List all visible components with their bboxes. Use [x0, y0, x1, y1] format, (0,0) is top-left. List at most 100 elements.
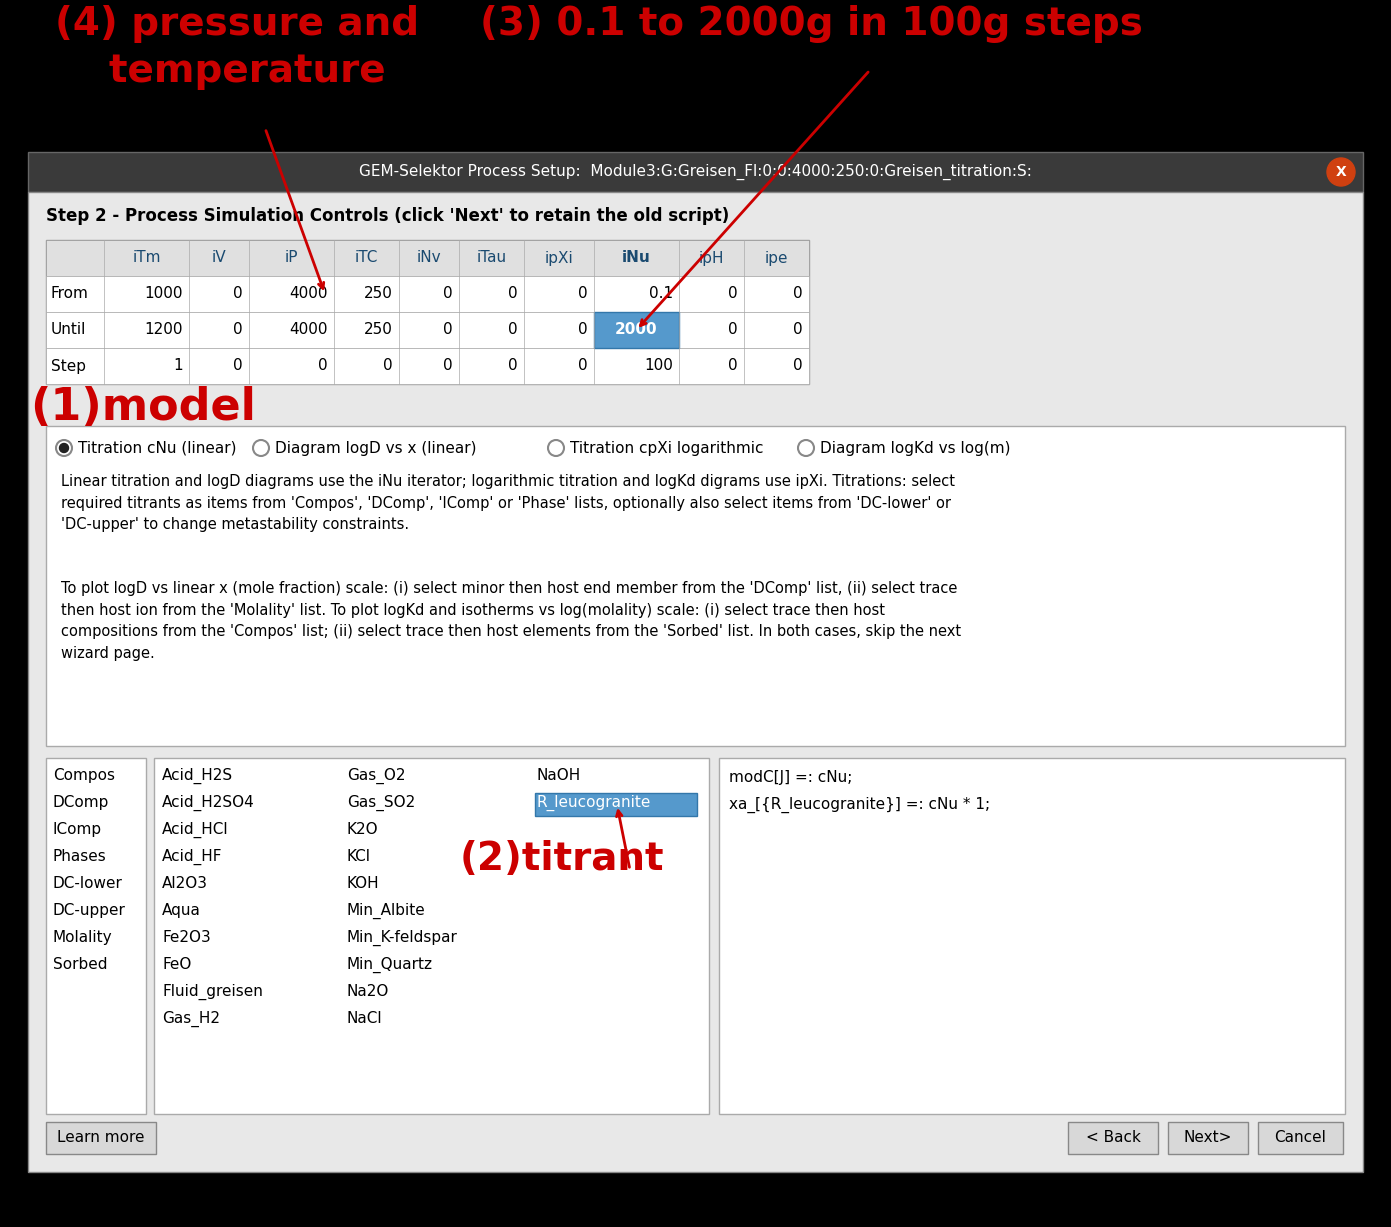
Text: DComp: DComp	[53, 795, 110, 810]
Text: 0: 0	[793, 358, 803, 373]
Text: Next>: Next>	[1184, 1130, 1232, 1146]
Text: 1: 1	[174, 358, 184, 373]
Text: Acid_H2SO4: Acid_H2SO4	[161, 795, 255, 811]
Text: (2)titrant: (2)titrant	[460, 840, 665, 879]
Text: From: From	[51, 286, 89, 302]
Bar	[28, 191, 1363, 1172]
Text: Al2O3: Al2O3	[161, 876, 209, 891]
Text: 100: 100	[644, 358, 673, 373]
Text: X: X	[1335, 164, 1346, 179]
Text: 0.1: 0.1	[648, 286, 673, 302]
Text: Titration cNu (linear): Titration cNu (linear)	[78, 440, 236, 455]
Bar	[1257, 1121, 1342, 1155]
Text: 0: 0	[793, 286, 803, 302]
Text: 0: 0	[729, 286, 739, 302]
Text: Molality: Molality	[53, 930, 113, 945]
Text: (1)model: (1)model	[31, 387, 256, 429]
Text: Titration cpXi logarithmic: Titration cpXi logarithmic	[570, 440, 764, 455]
Text: GEM-Selektor Process Setup:  Module3:G:Greisen_Fl:0:0:4000:250:0:Greisen_titrati: GEM-Selektor Process Setup: Module3:G:Gr…	[359, 164, 1032, 180]
Text: 1000: 1000	[145, 286, 184, 302]
Text: Diagram logKd vs log(m): Diagram logKd vs log(m)	[821, 440, 1010, 455]
Text: To plot logD vs linear x (mole fraction) scale: (i) select minor then host end m: To plot logD vs linear x (mole fraction)…	[61, 582, 961, 661]
Text: 4000: 4000	[289, 323, 328, 337]
Bar	[154, 758, 709, 1114]
Text: 250: 250	[364, 323, 394, 337]
Text: 0: 0	[508, 286, 517, 302]
Text: KOH: KOH	[346, 876, 380, 891]
Text: Aqua: Aqua	[161, 903, 200, 918]
Text: Learn more: Learn more	[57, 1130, 145, 1146]
Text: Fe2O3: Fe2O3	[161, 930, 211, 945]
Text: Min_Quartz: Min_Quartz	[346, 957, 433, 973]
Text: 0: 0	[729, 358, 739, 373]
Bar	[536, 793, 697, 816]
Circle shape	[1327, 158, 1355, 187]
Circle shape	[60, 443, 68, 453]
Text: Gas_SO2: Gas_SO2	[346, 795, 416, 811]
Text: 0: 0	[508, 323, 517, 337]
Text: 0: 0	[444, 286, 453, 302]
Text: 0: 0	[444, 358, 453, 373]
Bar	[46, 276, 810, 312]
Text: Acid_HF: Acid_HF	[161, 849, 223, 865]
Text: Step: Step	[51, 358, 86, 373]
Text: Min_Albite: Min_Albite	[346, 903, 426, 919]
Text: 0: 0	[234, 286, 243, 302]
Text: iTC: iTC	[355, 250, 378, 265]
Text: Cancel: Cancel	[1274, 1130, 1326, 1146]
Bar	[594, 312, 679, 348]
Text: iP: iP	[285, 250, 298, 265]
Text: 0: 0	[234, 358, 243, 373]
Text: Gas_O2: Gas_O2	[346, 768, 406, 784]
Text: Acid_H2S: Acid_H2S	[161, 768, 234, 784]
Text: 1200: 1200	[145, 323, 184, 337]
Circle shape	[548, 440, 563, 456]
Text: ipH: ipH	[698, 250, 725, 265]
Text: 0: 0	[319, 358, 328, 373]
Bar	[46, 240, 810, 276]
Text: Diagram logD vs x (linear): Diagram logD vs x (linear)	[275, 440, 477, 455]
Bar	[46, 426, 1345, 746]
Text: NaOH: NaOH	[537, 768, 581, 783]
Text: 0: 0	[508, 358, 517, 373]
Text: IComp: IComp	[53, 822, 102, 837]
Text: 2000: 2000	[615, 323, 658, 337]
Text: FeO: FeO	[161, 957, 192, 972]
Text: Na2O: Na2O	[346, 984, 389, 999]
Text: Gas_H2: Gas_H2	[161, 1011, 220, 1027]
Text: K2O: K2O	[346, 822, 378, 837]
Bar	[1168, 1121, 1248, 1155]
Text: 0: 0	[234, 323, 243, 337]
Text: 0: 0	[444, 323, 453, 337]
Bar	[46, 312, 810, 348]
Bar	[46, 1121, 156, 1155]
Circle shape	[56, 440, 72, 456]
Bar	[46, 758, 146, 1114]
Bar	[46, 240, 810, 384]
Text: DC-upper: DC-upper	[53, 903, 125, 918]
Text: iNu: iNu	[622, 250, 651, 265]
Circle shape	[253, 440, 268, 456]
Text: Fluid_greisen: Fluid_greisen	[161, 984, 263, 1000]
Text: ipXi: ipXi	[545, 250, 573, 265]
Text: Min_K-feldspar: Min_K-feldspar	[346, 930, 458, 946]
Bar	[1068, 1121, 1157, 1155]
Text: 0: 0	[793, 323, 803, 337]
Text: ipe: ipe	[765, 250, 789, 265]
Bar	[719, 758, 1345, 1114]
Text: Compos: Compos	[53, 768, 115, 783]
Text: 0: 0	[579, 358, 588, 373]
Text: < Back: < Back	[1085, 1130, 1141, 1146]
Text: Acid_HCl: Acid_HCl	[161, 822, 228, 838]
Text: Sorbed: Sorbed	[53, 957, 107, 972]
Text: iV: iV	[211, 250, 227, 265]
Circle shape	[798, 440, 814, 456]
Bar	[46, 348, 810, 384]
Text: 250: 250	[364, 286, 394, 302]
Bar	[28, 152, 1363, 191]
Text: iNv: iNv	[417, 250, 441, 265]
Text: iTm: iTm	[132, 250, 161, 265]
Text: (4) pressure and
    temperature: (4) pressure and temperature	[56, 5, 419, 90]
Text: 0: 0	[729, 323, 739, 337]
Text: Until: Until	[51, 323, 86, 337]
